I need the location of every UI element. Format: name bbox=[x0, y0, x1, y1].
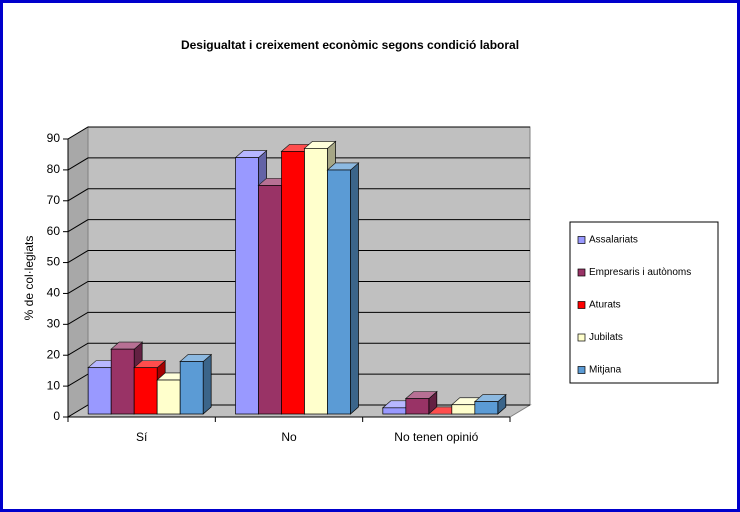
bar bbox=[405, 398, 430, 415]
bar bbox=[327, 169, 351, 415]
y-tick-label: 40 bbox=[47, 286, 61, 300]
grid-line bbox=[67, 188, 530, 202]
bar-top-shade bbox=[405, 391, 437, 399]
y-tick-label: 30 bbox=[47, 317, 61, 331]
y-axis-label: % de col·legiats bbox=[22, 236, 36, 321]
bar bbox=[304, 148, 328, 415]
bar-top-shade bbox=[235, 150, 267, 158]
bar-side-shade bbox=[203, 354, 212, 414]
chart-title: Desigualtat i creixement econòmic segons… bbox=[181, 38, 519, 52]
legend-swatch bbox=[577, 301, 586, 309]
bar bbox=[179, 361, 204, 415]
y-tick-label: 10 bbox=[47, 378, 61, 392]
y-tick-label: 20 bbox=[47, 347, 61, 361]
side-wall bbox=[67, 126, 89, 418]
legend-label: Aturats bbox=[589, 300, 621, 311]
y-tick-label: 50 bbox=[47, 255, 61, 269]
bar-top-shade bbox=[474, 394, 506, 402]
grid-line bbox=[67, 311, 530, 325]
legend-box bbox=[569, 221, 719, 384]
legend-label: Empresaris i autònoms bbox=[589, 267, 691, 278]
bar-top-shade bbox=[180, 354, 212, 362]
bar bbox=[110, 348, 135, 415]
grid-line bbox=[67, 157, 530, 171]
y-tick-label: 90 bbox=[47, 131, 61, 145]
legend-label: Mitjana bbox=[589, 365, 622, 376]
bar-top-shade bbox=[327, 162, 359, 170]
bar-top-shade bbox=[134, 360, 166, 368]
x-tick-label: No tenen opinió bbox=[394, 430, 478, 444]
y-tick-label: 80 bbox=[47, 162, 61, 176]
legend-swatch bbox=[577, 236, 586, 244]
legend-swatch bbox=[577, 366, 586, 374]
grid-line bbox=[67, 342, 530, 356]
x-tick-label: Sí bbox=[136, 430, 148, 444]
legend-swatch bbox=[577, 268, 586, 277]
grid-line bbox=[67, 280, 530, 294]
bar-side-shade bbox=[350, 162, 359, 414]
legend-label: Assalariats bbox=[589, 235, 638, 246]
y-tick-label: 70 bbox=[47, 193, 61, 207]
y-tick-label: 0 bbox=[53, 409, 60, 423]
grid-line bbox=[67, 126, 530, 140]
bar bbox=[451, 404, 476, 415]
y-tick-label: 60 bbox=[47, 224, 61, 238]
bar bbox=[258, 185, 282, 415]
bar bbox=[281, 151, 305, 415]
legend-label: Jubilats bbox=[589, 332, 623, 343]
bar bbox=[133, 367, 158, 415]
grid-line bbox=[67, 250, 530, 263]
grid-line bbox=[67, 219, 530, 233]
bar-side-shade bbox=[497, 394, 506, 414]
bar bbox=[474, 401, 499, 415]
bar bbox=[382, 407, 407, 415]
bar bbox=[87, 367, 112, 415]
legend-swatch bbox=[577, 333, 586, 342]
bar bbox=[235, 157, 259, 415]
bar-top-shade bbox=[304, 141, 336, 149]
bar-top-shade bbox=[111, 342, 143, 350]
bar bbox=[156, 379, 181, 415]
x-tick-label: No bbox=[281, 430, 297, 444]
